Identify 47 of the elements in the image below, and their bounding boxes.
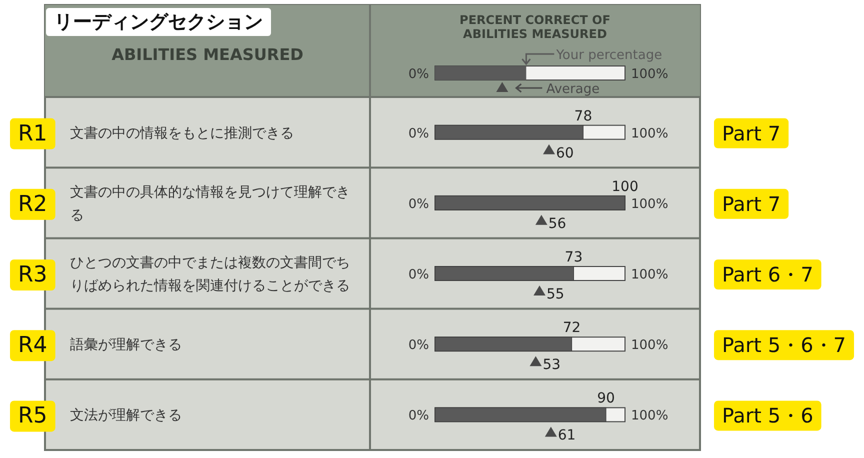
point	[544, 426, 557, 437]
data-label: 55	[546, 286, 564, 302]
text: R3	[18, 262, 48, 288]
y-axis-title: ABILITIES MEASURED	[112, 45, 304, 64]
data-label: 61	[558, 428, 576, 444]
point	[543, 144, 555, 154]
data-label: 90	[597, 390, 615, 407]
text: 0%	[408, 67, 429, 82]
data-label: 72	[562, 320, 581, 336]
text: Part 7	[722, 192, 781, 216]
data-label: 56	[548, 216, 566, 232]
text: リーディングセクション	[54, 11, 263, 33]
text: R4	[18, 333, 48, 358]
legend-label: Average	[546, 82, 600, 97]
text: 0%	[408, 126, 429, 142]
point	[530, 356, 542, 366]
point	[535, 214, 548, 225]
text: Part 7	[722, 121, 781, 146]
text: 0%	[408, 268, 429, 282]
text: 100%	[631, 268, 668, 282]
text: R5	[18, 404, 48, 429]
text: Part 5・6	[722, 404, 814, 428]
text: 0%	[408, 338, 429, 354]
text: R2	[18, 192, 48, 217]
text: 100%	[631, 126, 668, 142]
y-tick-label: ひとつの文書の中でまたは複数の文書間でちりばめられた情報を関連付けることができる	[70, 255, 350, 294]
text: 100%	[631, 408, 668, 424]
text: Part 5・6・7	[722, 333, 846, 358]
text: 0%	[408, 408, 429, 424]
y-tick-label: 文法が理解できる	[70, 408, 182, 424]
legend-label: Your percentage	[555, 48, 662, 63]
point	[534, 286, 546, 296]
text: 0%	[408, 196, 429, 212]
data-label: 78	[574, 108, 592, 124]
data-label: 100	[612, 178, 638, 195]
text: Part 6・7	[722, 262, 814, 286]
data-label: 60	[556, 145, 574, 162]
text: 100%	[631, 67, 668, 82]
y-tick-label: 語彙が理解できる	[70, 337, 182, 354]
x-axis-title: PERCENT CORRECT OF ABILITIES MEASURED	[460, 13, 610, 41]
text: R1	[18, 121, 48, 146]
data-label: 73	[564, 250, 583, 266]
text: 100%	[631, 338, 668, 354]
y-tick-label: 文書の中の具体的な情報を見つけて理解できる	[70, 184, 350, 224]
data-label: 53	[542, 357, 561, 374]
text: 100%	[631, 196, 668, 212]
y-tick-label: 文書の中の情報をもとに推測できる	[70, 125, 294, 142]
